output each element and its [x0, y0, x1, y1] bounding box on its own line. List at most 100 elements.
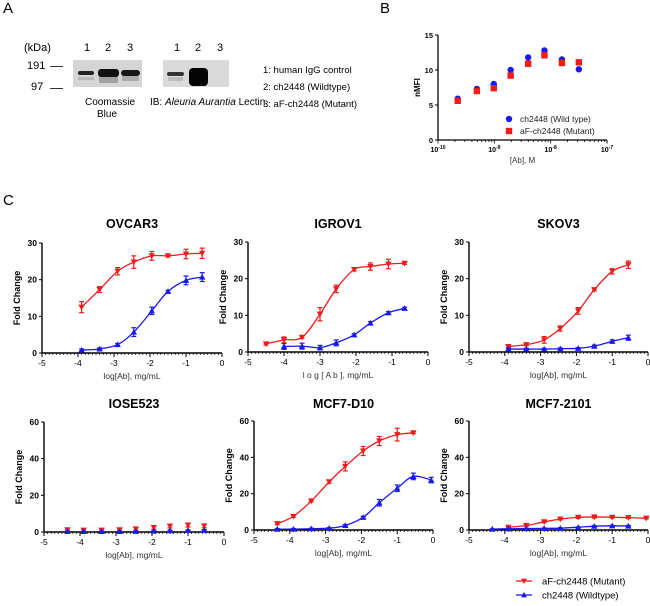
data-point [401, 305, 408, 311]
x-tick-label: -2 [573, 357, 581, 367]
data-point [575, 66, 583, 73]
data-point [385, 309, 392, 316]
x-tick-label: 10-10 [430, 145, 445, 154]
x-tick-label: -5 [38, 358, 46, 368]
x-tick-label: -4 [501, 535, 509, 545]
x-axis-label: log[Ab], mg/mL [530, 548, 587, 558]
lectin-blot-image [163, 60, 229, 87]
data-point [410, 430, 417, 437]
data-point [591, 342, 598, 349]
x-axis-label: log[Ab], mg/mL [105, 550, 162, 560]
data-point [625, 262, 632, 268]
series-mutant [262, 258, 408, 348]
data-point [523, 345, 530, 352]
series-wildtype [505, 334, 632, 352]
y-tick-label: 60 [30, 417, 40, 427]
gel1-lane-3: 3 [127, 42, 134, 54]
legend-label: ch2448 (Wild type) [520, 114, 591, 124]
data-point [280, 337, 288, 344]
series-wildtype [280, 305, 408, 351]
data-point [591, 514, 598, 521]
data-point [557, 325, 564, 332]
data-point [182, 251, 190, 258]
series-wildtype [454, 47, 583, 102]
chart-title: OVCAR3 [106, 217, 158, 231]
x-tick-label: 10-8 [545, 145, 557, 154]
data-point [148, 253, 155, 260]
series-mutant [505, 514, 650, 531]
data-point [359, 448, 367, 455]
lane-legend-item: 2: ch2448 (Wildtype) [263, 82, 351, 93]
gel1-caption-line1: Coomassie [85, 97, 136, 108]
data-point [333, 286, 340, 293]
data-point [262, 341, 270, 348]
fit-curve [277, 432, 414, 525]
data-point [609, 268, 616, 275]
marker-191-tick [50, 66, 63, 67]
data-point [201, 523, 208, 530]
data-point [490, 85, 497, 92]
data-point [316, 344, 324, 351]
y-tick-label: 5 [429, 101, 433, 110]
y-axis-label: Fold Change [439, 270, 449, 325]
data-point [290, 525, 297, 532]
data-point [540, 525, 548, 531]
legend-item: ch2448 (Wild type) [505, 114, 591, 124]
y-tick-label: 0 [459, 525, 464, 535]
data-point [98, 528, 105, 535]
data-point [298, 334, 306, 341]
data-point [316, 311, 324, 318]
y-tick-label: 20 [234, 274, 244, 284]
x-tick-label: -1 [388, 357, 396, 367]
x-tick-label: -2 [573, 535, 581, 545]
panel-letter-b: B [380, 0, 391, 17]
panel-c-legend: aF-ch2448 (Mutant) ch2448 (Wildtype) [516, 577, 625, 602]
data-point [540, 345, 548, 352]
marker-97: 97 [31, 81, 44, 93]
x-tick-label: -5 [250, 535, 258, 545]
data-point [557, 516, 564, 523]
series-wildtype [489, 522, 632, 532]
chart-title: MCF7-2101 [526, 397, 592, 411]
x-tick-label: -4 [280, 357, 288, 367]
series-wildtype [64, 526, 208, 535]
data-point [591, 522, 598, 529]
y-tick-label: 40 [30, 454, 40, 464]
marker-191: 191 [27, 60, 46, 72]
data-point [342, 522, 349, 529]
x-axis-label: log[Ab], mg/mL [103, 371, 160, 381]
chart-iose523: IOSE523 0 20 40 60 -5 -4 -3 -2 -1 0 log[Ab], mg/mL F… [14, 397, 227, 560]
x-tick-label: -1 [608, 357, 616, 367]
data-point [298, 342, 306, 349]
data-point [325, 524, 333, 531]
y-axis-label: Fold Change [224, 448, 234, 503]
y-axis-label: Fold Change [14, 450, 24, 505]
y-tick-label: 0 [244, 525, 249, 535]
gel1-band-lane1 [78, 71, 94, 75]
data-point [505, 115, 513, 123]
data-point [342, 463, 349, 470]
legend-item: aF-ch2448 (Mutant) [505, 126, 595, 136]
data-point [130, 328, 137, 335]
data-point [591, 287, 598, 293]
series-wildtype [274, 472, 435, 532]
x-tick-label: -3 [537, 535, 545, 545]
gel2-caption-prefix: IB: [150, 97, 166, 108]
data-point [199, 273, 206, 280]
y-tick-label: 20 [455, 489, 465, 499]
legend-label: aF-ch2448 (Mutant) [520, 126, 595, 136]
data-point [609, 338, 616, 344]
data-point [507, 72, 514, 79]
data-point [541, 52, 548, 59]
data-point [505, 127, 513, 135]
series-mutant [78, 247, 206, 314]
data-point [376, 438, 383, 445]
gel2-band-lane1 [167, 72, 184, 76]
gel2-lane-1: 1 [174, 42, 181, 54]
gel2-band-lane1-faint [168, 77, 183, 81]
data-point [201, 526, 208, 533]
y-tick-label: 10 [455, 310, 465, 320]
y-tick-label: 30 [234, 237, 244, 247]
data-point [367, 319, 374, 326]
